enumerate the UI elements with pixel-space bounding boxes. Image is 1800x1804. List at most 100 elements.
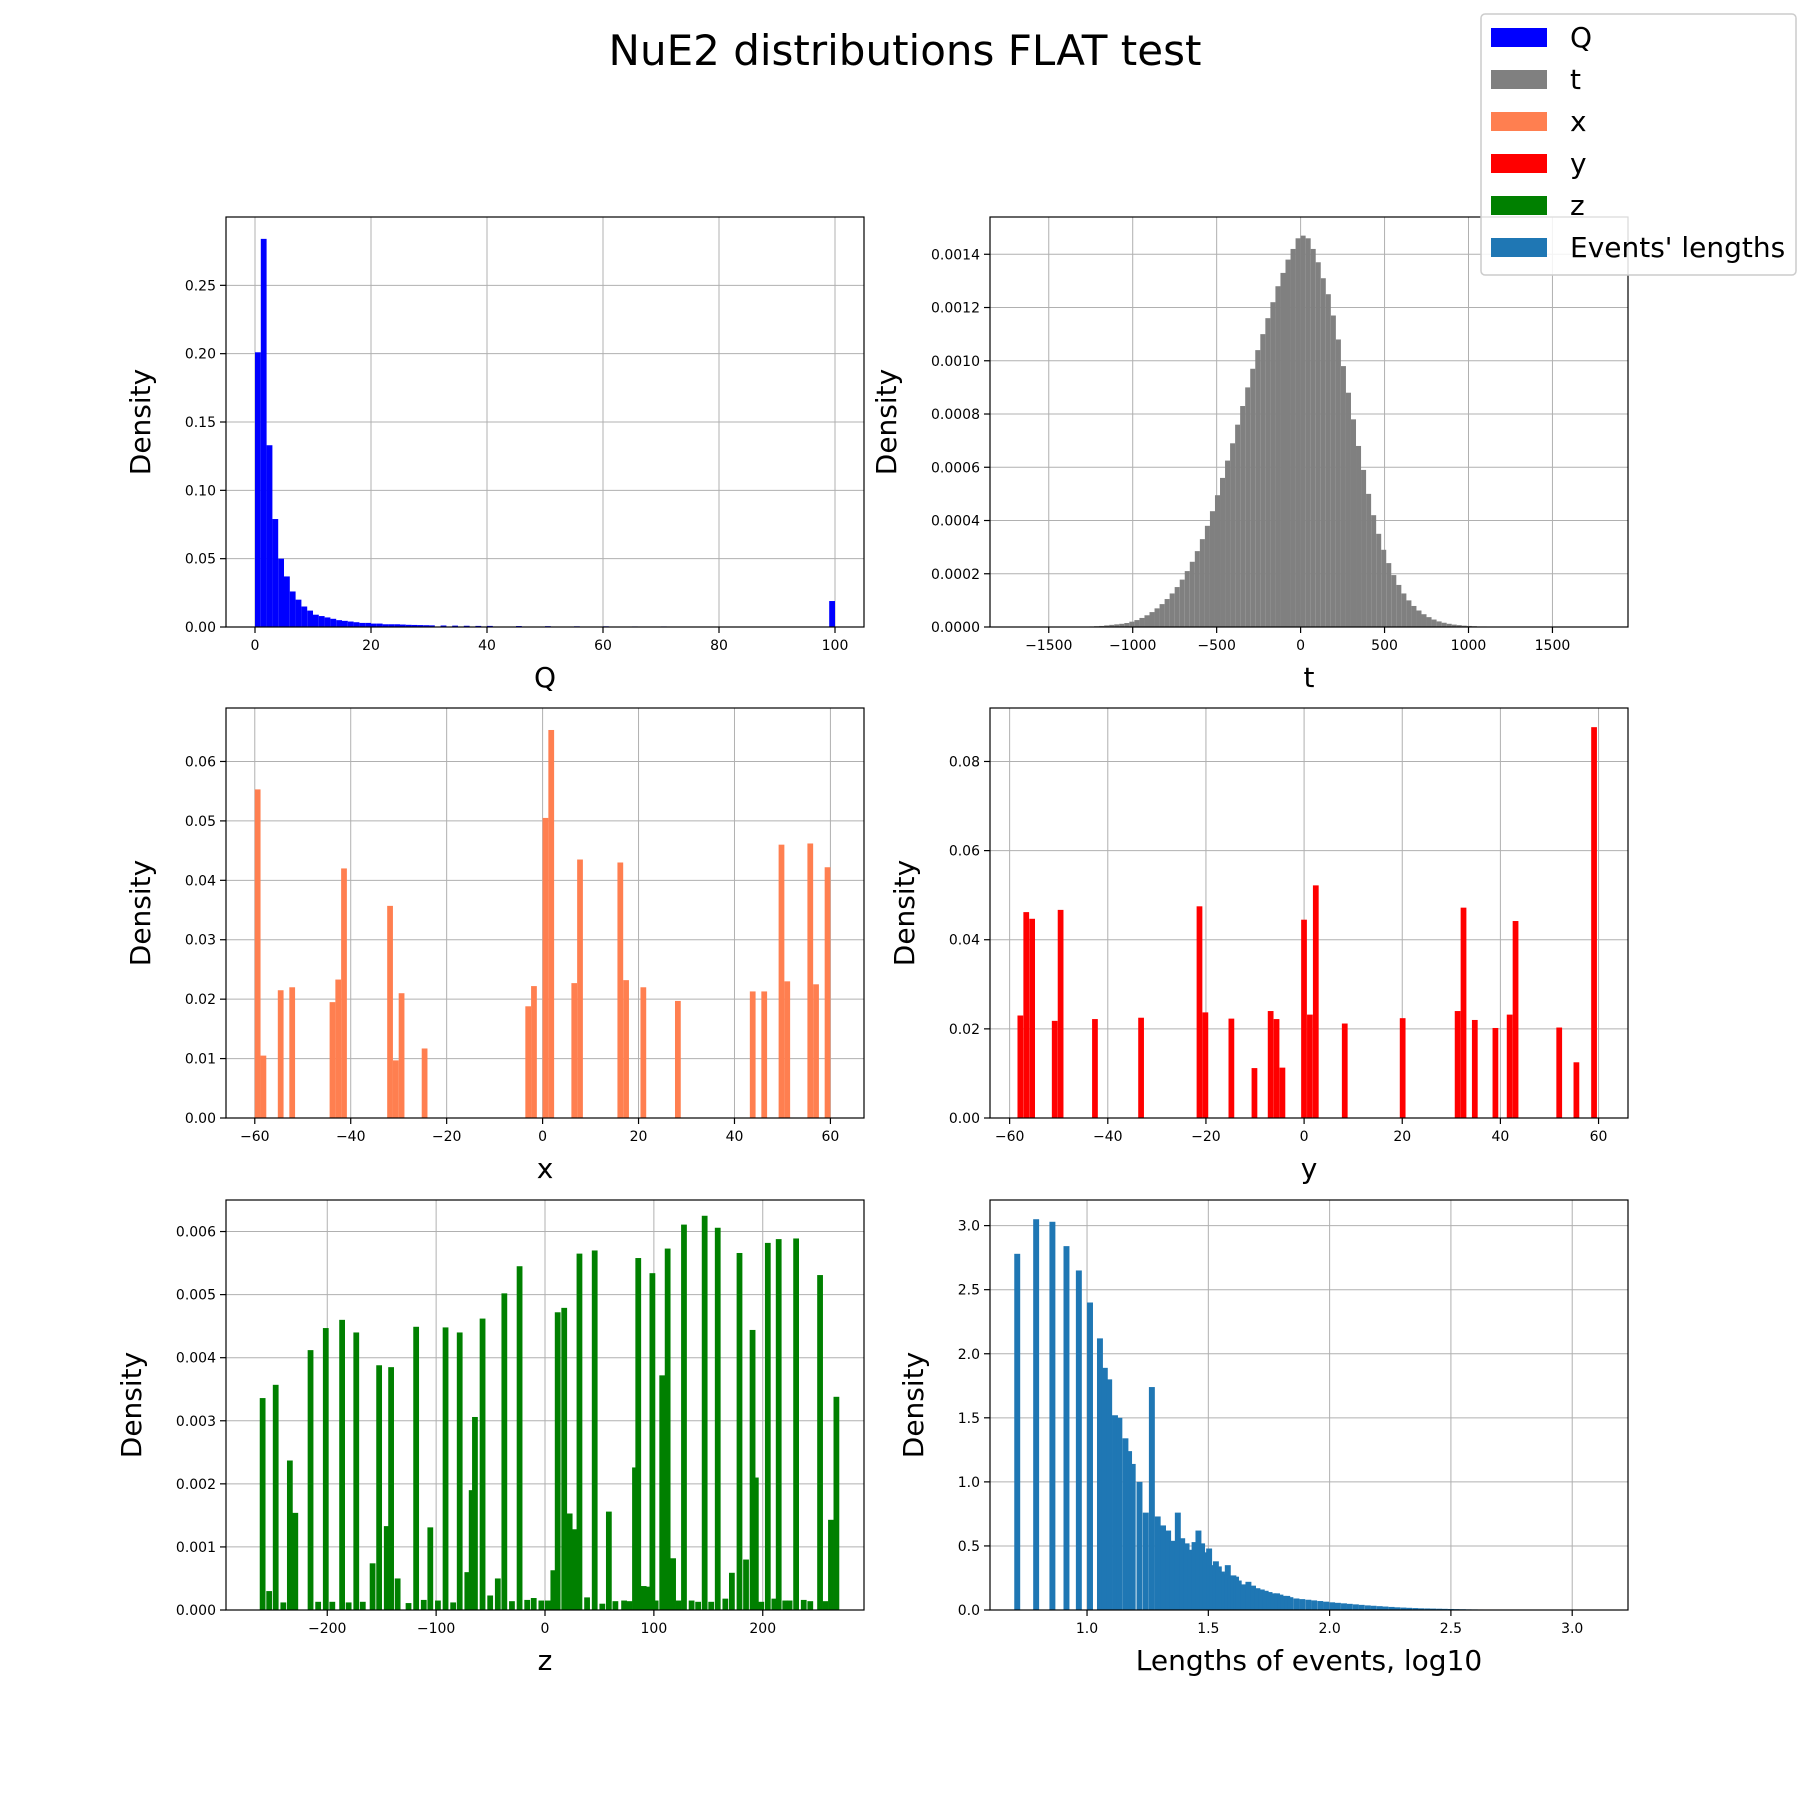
histogram-bar	[1396, 584, 1402, 627]
x-tick-label: 500	[1371, 638, 1398, 654]
histogram-bar	[359, 1601, 366, 1610]
histogram-bar	[1460, 907, 1467, 1118]
histogram-bar	[318, 616, 325, 627]
histogram-bar	[635, 1258, 642, 1610]
histogram-bar	[1284, 1595, 1291, 1610]
histogram-bar	[722, 1598, 729, 1610]
histogram-bar	[1092, 1019, 1098, 1118]
histogram-bar	[572, 1529, 578, 1610]
histogram-bar	[1134, 620, 1140, 627]
histogram-bar	[1057, 909, 1064, 1118]
histogram-bar	[1430, 1608, 1436, 1610]
histogram-bar	[324, 617, 331, 627]
histogram-bar	[1051, 1020, 1058, 1118]
histogram-bar	[752, 1477, 759, 1610]
histogram-bar	[1300, 235, 1306, 628]
histogram-bar	[1225, 460, 1231, 627]
histogram-bar	[1461, 625, 1467, 627]
histogram-bar	[1129, 1463, 1136, 1610]
y-tick-label: 0.0006	[931, 460, 980, 476]
histogram-bar	[764, 1242, 771, 1610]
histogram-bar	[793, 1238, 800, 1610]
axes-frame	[989, 1199, 1629, 1611]
histogram-bar	[688, 1600, 695, 1610]
x-tick-label: 2.5	[1440, 1621, 1462, 1637]
histogram-bar	[1245, 1581, 1252, 1610]
histogram-bar	[1101, 1367, 1108, 1610]
legend-label: x	[1570, 105, 1587, 138]
histogram-bar	[280, 1602, 287, 1610]
histogram-bar	[1424, 1608, 1431, 1610]
histogram-bar	[1014, 1253, 1021, 1610]
histogram-bar	[1202, 1012, 1209, 1118]
histogram-bar	[1426, 617, 1432, 627]
histogram-bar	[736, 1252, 743, 1610]
histogram-bar	[289, 987, 296, 1118]
histogram-bar	[1340, 366, 1346, 627]
x-axis-label: x	[537, 1152, 554, 1185]
x-tick-label: 60	[1590, 1129, 1608, 1145]
histogram-bar	[1506, 1014, 1513, 1118]
histogram-bar	[1358, 1604, 1365, 1610]
y-tick-label: 0.03	[185, 933, 216, 949]
histogram-bar	[494, 1578, 501, 1610]
x-tick-label: −60	[240, 1129, 270, 1145]
histogram-bar	[1446, 623, 1452, 627]
subplot-z: −200 −100 0 100 200 0.000 0.001 0.002 0.003 0.004…	[115, 1199, 865, 1677]
histogram-bar	[413, 1326, 420, 1610]
histogram-bar	[322, 1328, 329, 1610]
histogram-bar	[1204, 525, 1210, 627]
histogram-bar	[640, 1586, 647, 1610]
histogram-bar	[659, 1375, 666, 1610]
histogram-bar	[1364, 1605, 1371, 1610]
y-axis-label: Density	[124, 860, 157, 966]
x-tick-label: −100	[417, 1621, 455, 1637]
x-tick-label: −20	[1191, 1129, 1221, 1145]
legend-label: Events' lengths	[1570, 231, 1785, 264]
histogram-bar	[394, 1578, 401, 1610]
histogram-bar	[1124, 623, 1130, 627]
x-tick-label: −1000	[1109, 638, 1156, 654]
histogram-bar	[1179, 1538, 1186, 1610]
x-tick-label: 0	[538, 1129, 547, 1145]
histogram-bar	[1209, 511, 1215, 627]
histogram-bar	[1317, 1601, 1324, 1610]
histogram-bar	[1023, 912, 1030, 1118]
histogram-bar	[329, 1002, 336, 1118]
subplot-x: −60 −40 −20 0 20 40 60 0.00 0.01 0.02 0.03 0.04 0.05…	[124, 707, 865, 1185]
histogram-bar	[1129, 621, 1135, 627]
axes-frame	[225, 707, 865, 1119]
y-tick-label: 0.001	[176, 1540, 216, 1556]
histogram-bar	[315, 1601, 322, 1610]
histogram-bar	[1329, 1602, 1336, 1610]
histogram-bar	[1436, 621, 1442, 627]
histogram-bar	[1144, 615, 1150, 627]
histogram-bar	[605, 1511, 612, 1610]
histogram-bar	[632, 1467, 638, 1610]
histogram-bar	[277, 990, 284, 1118]
histogram-bar	[359, 622, 366, 627]
legend-label: Q	[1570, 21, 1592, 54]
histogram-bar	[440, 625, 447, 627]
histogram-bar	[807, 843, 814, 1118]
histogram-bar	[728, 1572, 735, 1610]
histogram-bar	[1160, 1525, 1166, 1610]
legend-label: t	[1570, 63, 1581, 96]
x-tick-label: 200	[749, 1621, 776, 1637]
x-tick-label: 20	[1393, 1129, 1411, 1145]
histogram-bar	[1287, 1597, 1294, 1610]
x-axis-label: t	[1304, 661, 1315, 694]
histogram-bar	[1230, 443, 1236, 627]
histogram-bar	[394, 624, 400, 627]
histogram-bar	[1391, 575, 1397, 627]
y-tick-label: 0.04	[185, 873, 216, 889]
subplot-y: −60 −40 −20 0 20 40 60 0.00 0.02 0.04 0.06 0.08 y Den…	[888, 707, 1629, 1185]
axes-frame	[989, 707, 1629, 1119]
histogram-bar	[1274, 1593, 1281, 1610]
x-tick-label: −40	[1093, 1129, 1123, 1145]
y-tick-label: 0.5	[958, 1539, 980, 1555]
histogram-bar	[353, 622, 360, 627]
histogram-bar	[369, 1563, 376, 1610]
histogram-bar	[468, 1490, 475, 1610]
